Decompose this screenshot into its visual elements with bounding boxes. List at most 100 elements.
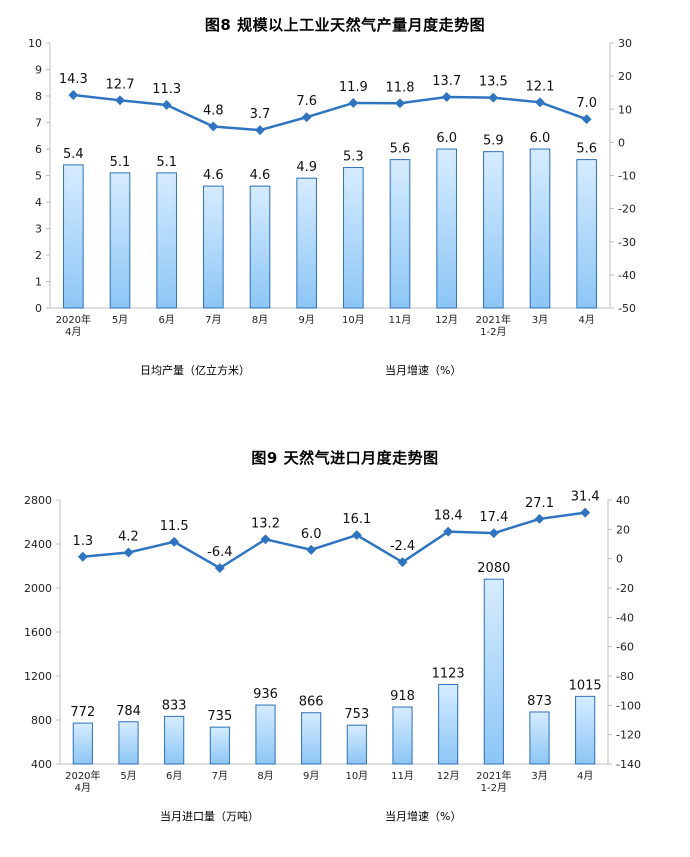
bar	[203, 185, 224, 309]
chart1-svg: 0 1 2 3 4 5 6 7 8 9 10 -50 -40 -30 -20 -10 0 10 20 30 2020年 4…	[28, 37, 636, 338]
bar-value-label: 5.1	[110, 155, 131, 170]
left-tick-label: 3	[35, 223, 42, 236]
right-tick-label: 10	[618, 103, 632, 116]
chart2-legend-bar: 当月进口量（万吨）	[160, 808, 259, 824]
line-value-label: 16.1	[342, 512, 371, 527]
bar	[576, 159, 597, 309]
line-value-label: 11.8	[386, 80, 415, 95]
bar-value-label: 1123	[432, 666, 465, 681]
x-tick-label: 12月	[437, 770, 460, 782]
bar	[438, 683, 459, 765]
bar-value-label: 735	[207, 709, 232, 724]
bar-value-label: 753	[344, 707, 369, 722]
line-value-label: 13.2	[251, 516, 280, 531]
line-value-label: 1.3	[72, 534, 93, 549]
bar	[529, 711, 550, 765]
bar-value-label: 2080	[477, 561, 510, 576]
x-tick-label: 5月	[120, 770, 136, 782]
line-value-label: 12.7	[106, 77, 135, 92]
growth-line	[82, 511, 586, 570]
right-tick-label: -60	[616, 641, 634, 654]
bar-value-label: 918	[390, 689, 415, 704]
bar	[483, 151, 504, 309]
bar-value-label: 5.6	[390, 142, 411, 157]
x-tick-label: 2020年 4月	[56, 313, 91, 338]
bar-value-label: 833	[162, 698, 187, 713]
line-point	[169, 536, 180, 547]
x-tick-label: 10月	[342, 314, 365, 326]
left-tick-label: 2400	[24, 538, 52, 551]
line-point	[534, 513, 545, 524]
bar-value-label: 873	[527, 694, 552, 709]
bar-value-label: 4.6	[250, 168, 271, 183]
line-point	[441, 92, 452, 102]
bar	[63, 164, 84, 309]
chart2-title: 图9 天然气进口月度走势图	[251, 449, 439, 467]
x-tick-label: 6月	[166, 770, 182, 782]
x-tick-label: 8月	[257, 770, 273, 782]
left-tick-label: 1	[35, 276, 42, 289]
bar	[301, 712, 322, 765]
right-tick-label: 40	[616, 494, 630, 507]
chart1-title: 图8 规模以上工业天然气产量月度走势图	[204, 16, 486, 34]
left-tick-label: 2000	[24, 582, 52, 595]
right-tick-label: -20	[616, 582, 634, 595]
right-tick-label: -100	[616, 699, 641, 712]
x-tick-label: 3月	[531, 770, 547, 782]
line-point	[348, 98, 359, 108]
bar	[249, 185, 271, 309]
line-value-label: -2.4	[390, 539, 415, 554]
line-value-label: 12.1	[526, 79, 555, 94]
line-value-label: 11.5	[160, 519, 189, 534]
bar	[164, 715, 185, 765]
bar	[575, 695, 596, 765]
growth-line	[73, 93, 588, 132]
line-point	[115, 95, 125, 106]
x-tick-label: 2021年 1-2月	[476, 313, 511, 338]
left-tick-label: 7	[35, 117, 42, 130]
x-tick-label: 4月	[578, 314, 594, 326]
line-value-label: 13.5	[479, 75, 508, 90]
line-value-label: 11.3	[152, 82, 181, 97]
left-tick-label: 1200	[24, 670, 52, 683]
line-point	[68, 90, 79, 100]
x-tick-label: 11月	[389, 314, 412, 326]
left-tick-label: 400	[31, 758, 52, 771]
line-value-label: 17.4	[479, 510, 508, 525]
x-tick-label: 2020年 4月	[65, 769, 100, 794]
bar-value-label: 866	[299, 695, 324, 710]
x-tick-label: 12月	[435, 314, 458, 326]
bar-value-label: 6.0	[530, 131, 551, 146]
left-tick-label: 4	[35, 196, 42, 209]
right-tick-label: -40	[616, 611, 634, 624]
line-point	[306, 544, 317, 555]
bar-value-label: 6.0	[436, 131, 457, 146]
line-point	[535, 97, 545, 108]
right-tick-label: 0	[618, 136, 625, 149]
left-tick-label: 9	[35, 64, 42, 77]
bar	[392, 706, 413, 765]
line-point	[208, 121, 219, 132]
bar	[529, 148, 551, 309]
left-tick-label: 1600	[24, 626, 52, 639]
chart1-legend-bar-label: 日均产量（亿立方米）	[140, 364, 250, 377]
line-point	[580, 507, 591, 518]
chart2-svg: 40080012001600200024002800-140-120-100-8…	[24, 490, 641, 794]
right-tick-label: 0	[616, 553, 623, 566]
chart2-legend-line-label: 当月增速（%）	[385, 810, 462, 823]
right-tick-label: -40	[618, 269, 636, 282]
bar-value-label: 772	[70, 705, 95, 720]
chart2-legend-bar-label: 当月进口量（万吨）	[160, 810, 259, 823]
line-value-label: -6.4	[207, 545, 232, 560]
line-value-label: 11.9	[339, 80, 368, 95]
left-tick-label: 10	[28, 37, 42, 50]
line-value-label: 27.1	[525, 496, 554, 511]
x-tick-label: 8月	[252, 314, 268, 326]
left-tick-label: 0	[35, 302, 42, 315]
right-tick-label: 20	[618, 70, 632, 83]
left-tick-label: 2	[35, 249, 42, 262]
line-point	[255, 125, 265, 136]
left-tick-label: 5	[35, 170, 42, 183]
right-tick-label: 30	[618, 37, 632, 50]
left-tick-label: 8	[35, 90, 42, 103]
